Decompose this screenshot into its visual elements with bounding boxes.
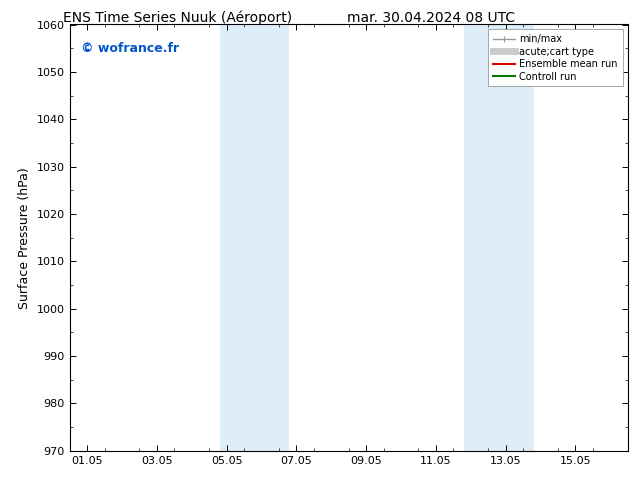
Bar — [464, 24, 533, 451]
Legend: min/max, acute;cart type, Ensemble mean run, Controll run: min/max, acute;cart type, Ensemble mean … — [488, 29, 623, 86]
Text: mar. 30.04.2024 08 UTC: mar. 30.04.2024 08 UTC — [347, 11, 515, 25]
Bar — [219, 24, 289, 451]
Text: © wofrance.fr: © wofrance.fr — [81, 42, 179, 54]
Y-axis label: Surface Pressure (hPa): Surface Pressure (hPa) — [18, 167, 31, 309]
Text: ENS Time Series Nuuk (Aéroport): ENS Time Series Nuuk (Aéroport) — [63, 11, 292, 25]
